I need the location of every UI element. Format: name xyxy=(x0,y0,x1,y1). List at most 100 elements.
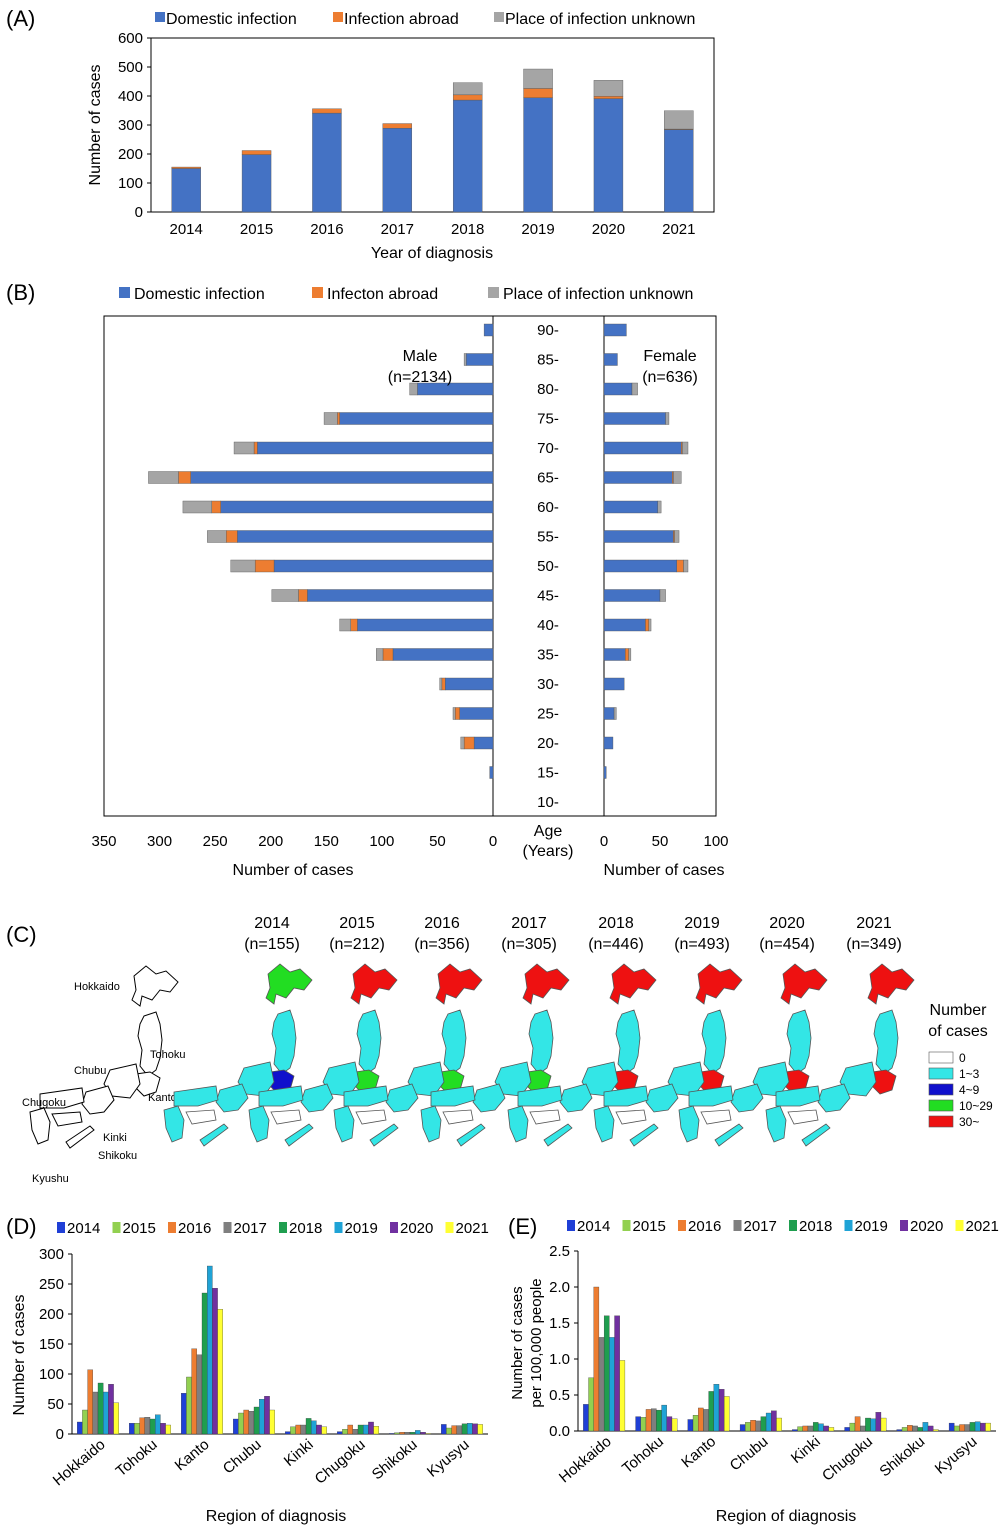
region-okinawa-2018 xyxy=(543,1123,573,1147)
y-tick-label: 600 xyxy=(118,30,143,47)
age-tick-label: 55- xyxy=(537,529,559,546)
bar-hokkaido-2016 xyxy=(87,1369,93,1435)
x-tick-label-kinki: Kinki xyxy=(281,1436,317,1470)
panel-d-ylabel: Number of cases xyxy=(11,1295,28,1416)
bar-chubu-2014 xyxy=(233,1418,239,1435)
legend-swatch-place-of-infection-unknown xyxy=(494,12,504,22)
legend-label-2020: 2020 xyxy=(910,1218,943,1235)
bar-kyusyu-2014 xyxy=(948,1422,955,1432)
bar-kyusyu-2020 xyxy=(472,1423,478,1435)
map-year-2020: 2020 xyxy=(769,915,805,932)
panel-a-plot-frame xyxy=(150,37,715,213)
y-tick-label: 2.5 xyxy=(549,1243,570,1260)
region-chubu-2021 xyxy=(839,1061,877,1097)
age-tick-label: 50- xyxy=(537,558,559,575)
age-tick-label: 75- xyxy=(537,411,559,428)
male-bar-unknown-75 xyxy=(323,412,338,425)
bar-kinki-2015 xyxy=(797,1426,803,1432)
panel-c-legend: Number of cases 0 1~3 4~9 10~29 30~ xyxy=(928,1002,993,1129)
map-n-2020: (n=454) xyxy=(759,936,815,953)
female-bar-domestic-25 xyxy=(603,707,615,720)
bar-chugoku-2021 xyxy=(880,1417,887,1432)
y-tick-label: 0 xyxy=(135,204,143,221)
male-bar-domestic-85 xyxy=(466,353,494,366)
bar-tohoku-2021 xyxy=(671,1418,678,1432)
legend-swatch-2016 xyxy=(168,1222,176,1233)
male-bar-unknown-80 xyxy=(409,382,418,396)
bar-tohoku-2017 xyxy=(144,1417,151,1435)
legend-label-2019: 2019 xyxy=(855,1218,888,1235)
reference-label-chugoku: Chugoku xyxy=(22,1097,66,1109)
japan-map-2021 xyxy=(765,963,915,1147)
map-year-2016: 2016 xyxy=(424,915,460,932)
reference-map: Hokkaido Tohoku Chubu Kanto Chugoku Kinki Shik… xyxy=(22,965,185,1185)
bar-kinki-2020 xyxy=(823,1425,829,1432)
panel-c: (C) Hokkaido Tohoku Chubu Kanto Chugoku Kinki… xyxy=(6,915,993,1185)
region-tohoku-2021 xyxy=(873,1009,899,1075)
reference-region-hokkaido xyxy=(131,965,179,1007)
bar-shikoku-2014 xyxy=(389,1433,395,1435)
male-bar-domestic-30 xyxy=(445,677,494,691)
y-tick-label: 500 xyxy=(118,59,143,76)
legend-swatch-2015 xyxy=(622,1220,631,1231)
map-n-2014: (n=155) xyxy=(244,936,300,953)
region-chugoku-2015 xyxy=(258,1085,304,1107)
bar-chubu-2018 xyxy=(760,1416,767,1432)
legend-swatch-2015 xyxy=(112,1222,121,1233)
bar-shikoku-2020 xyxy=(420,1432,426,1435)
age-tick-label: 25- xyxy=(537,706,559,723)
panel-a-ylabel: Number of cases xyxy=(87,65,104,186)
male-bar-abroad-25 xyxy=(455,707,460,720)
region-shikoku-2018 xyxy=(529,1109,561,1125)
y-tick-label: 300 xyxy=(118,117,143,134)
female-bar-domestic-45 xyxy=(603,589,661,602)
age-tick-label: 80- xyxy=(537,381,559,398)
male-bar-unknown-85 xyxy=(463,353,467,366)
female-bar-domestic-65 xyxy=(603,471,673,484)
map-year-2017: 2017 xyxy=(511,915,547,932)
age-tick-label: 45- xyxy=(537,588,559,605)
bar-tohoku-2019 xyxy=(155,1414,161,1435)
y-tick-label: 2.0 xyxy=(549,1279,570,1296)
reference-region-chugoku xyxy=(39,1087,85,1109)
region-okinawa-2017 xyxy=(456,1123,486,1147)
female-bar-domestic-20 xyxy=(603,736,614,750)
map-n-2017: (n=305) xyxy=(501,936,557,953)
legend-label-2014: 2014 xyxy=(67,1220,100,1237)
legend-label-domestic-infection: Domestic infection xyxy=(134,286,265,303)
reference-label-kinki: Kinki xyxy=(103,1132,127,1144)
bar-tohoku-2021 xyxy=(165,1424,171,1435)
bar-domestic-infection-2014 xyxy=(171,168,201,213)
x-tick-label: 2017 xyxy=(381,221,414,238)
bar-domestic-infection-2018 xyxy=(452,99,483,213)
legend-swatch-2020 xyxy=(390,1222,398,1233)
male-x-tick-label: 200 xyxy=(258,833,283,850)
bar-kanto-2016 xyxy=(698,1407,704,1432)
bar-kyusyu-2019 xyxy=(974,1421,981,1432)
bar-chugoku-2019 xyxy=(870,1418,876,1432)
y-tick-label: 250 xyxy=(39,1276,64,1293)
region-chugoku-2014 xyxy=(173,1085,219,1107)
map-legend-swatch-1-3 xyxy=(928,1067,954,1080)
bar-kanto-2019 xyxy=(207,1265,213,1435)
panel-e-xlabel: Region of diagnosis xyxy=(716,1508,857,1525)
region-tohoku-2015 xyxy=(356,1009,382,1075)
bar-infection-abroad-2020 xyxy=(593,96,624,99)
region-okinawa-2021 xyxy=(801,1123,831,1147)
bar-hokkaido-2016 xyxy=(593,1286,600,1432)
bar-kinki-2021 xyxy=(828,1427,835,1432)
legend-label-place-of-infection-unknown: Place of infection unknown xyxy=(505,11,695,28)
bar-kanto-2016 xyxy=(191,1348,197,1435)
panel-e-ylabel-1: Number of cases xyxy=(509,1286,526,1399)
female-bar-unknown-60 xyxy=(657,500,662,514)
legend-label-2017: 2017 xyxy=(744,1218,777,1235)
panel-b-legend: Domestic infection Infecton abroad Place o… xyxy=(119,286,693,303)
male-x-tick-label: 250 xyxy=(203,833,228,850)
map-legend-swatch-0 xyxy=(928,1051,954,1064)
bar-chubu-2015 xyxy=(238,1412,244,1435)
x-tick-label: 2015 xyxy=(240,221,273,238)
map-legend-swatch-30 xyxy=(928,1115,954,1128)
age-tick-label: 70- xyxy=(537,440,559,457)
male-bar-abroad-35 xyxy=(382,648,394,661)
male-bar-unknown-25 xyxy=(452,707,456,720)
